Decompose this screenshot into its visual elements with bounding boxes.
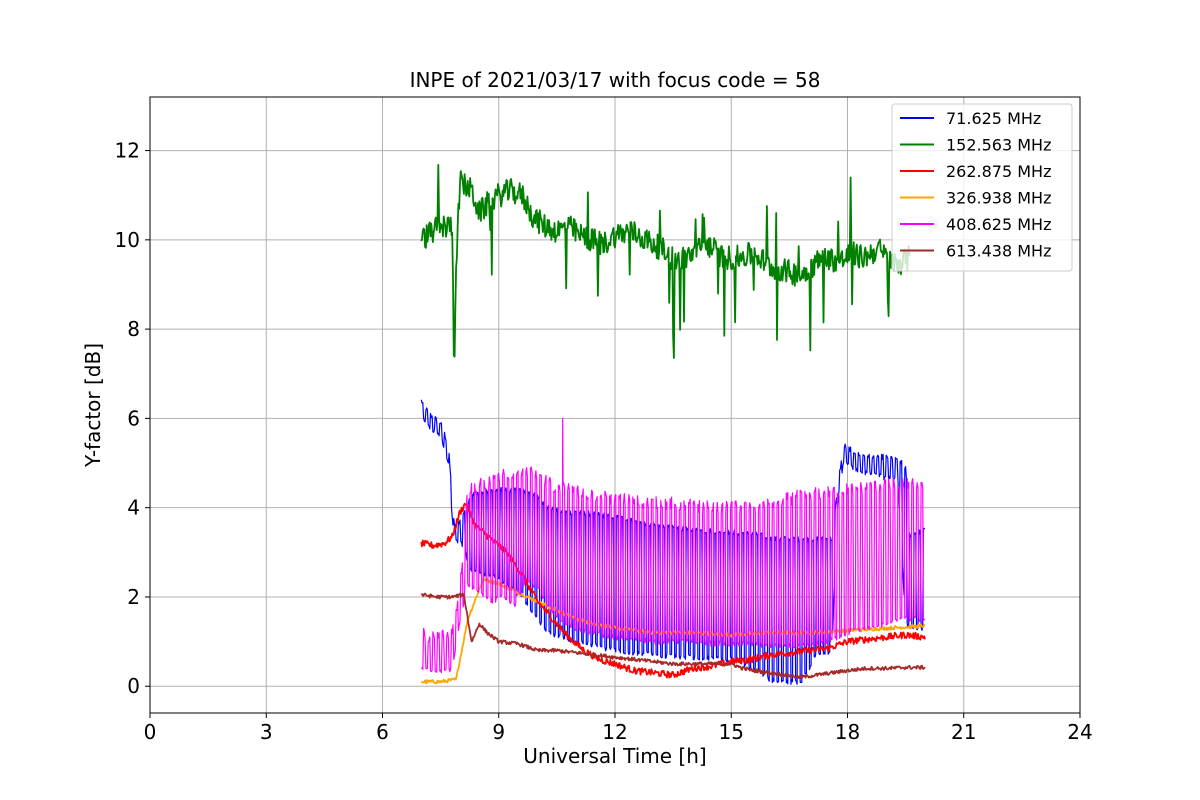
x-tick-label: 12 — [602, 720, 627, 744]
x-tick-label: 21 — [951, 720, 976, 744]
legend-entry-label: 408.625 MHz — [946, 215, 1051, 234]
legend-entry-label: 613.438 MHz — [946, 242, 1051, 261]
y-axis-label: Y-factor [dB] — [81, 343, 105, 468]
x-tick-label: 18 — [835, 720, 860, 744]
x-tick-label: 15 — [719, 720, 744, 744]
legend-entry-label: 326.938 MHz — [946, 189, 1051, 208]
plot-area — [420, 163, 926, 685]
legend-entry-label: 152.563 MHz — [946, 136, 1051, 155]
x-tick-label: 0 — [144, 720, 157, 744]
legend-entry-label: 262.875 MHz — [946, 162, 1051, 181]
x-tick-label: 3 — [260, 720, 273, 744]
series-layer — [420, 163, 926, 685]
x-tick-label: 6 — [376, 720, 389, 744]
y-tick-label: 8 — [127, 317, 140, 341]
y-tick-label: 4 — [127, 496, 140, 520]
y-tick-label: 12 — [115, 139, 140, 163]
x-axis-label: Universal Time [h] — [523, 744, 706, 768]
legend: 71.625 MHz 152.563 MHz 262.875 MHz 326.938 … — [891, 103, 1073, 272]
x-tick-label: 24 — [1067, 720, 1092, 744]
legend-entry-label: 71.625 MHz — [946, 109, 1041, 128]
series-line-71-625-mhz — [420, 399, 926, 685]
chart-title: INPE of 2021/03/17 with focus code = 58 — [410, 68, 821, 92]
series-line-408-625-mhz — [420, 417, 926, 674]
series-line-613-438-mhz — [420, 592, 926, 680]
y-tick-label: 10 — [115, 228, 140, 252]
y-tick-label: 6 — [127, 406, 140, 430]
y-tick-label: 0 — [127, 674, 140, 698]
legend-box — [891, 103, 1073, 272]
x-tick-label: 9 — [492, 720, 505, 744]
y-tick-label: 2 — [127, 585, 140, 609]
series-line-152-563-mhz — [420, 163, 911, 359]
